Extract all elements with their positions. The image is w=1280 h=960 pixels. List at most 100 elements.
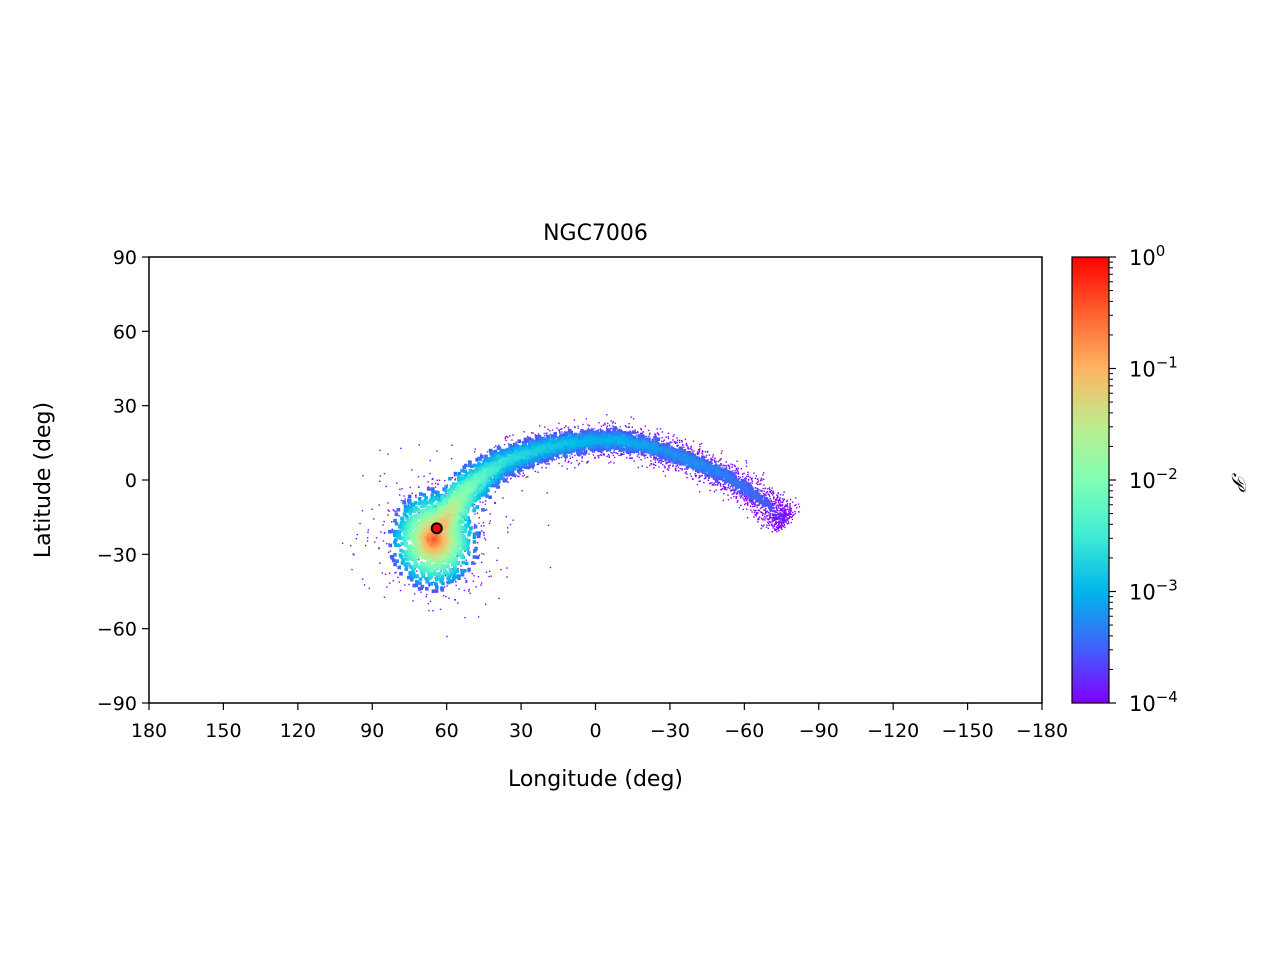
- scatter-point: [705, 456, 707, 458]
- scatter-point: [499, 449, 504, 453]
- scatter-point: [689, 464, 694, 469]
- scatter-point: [362, 474, 364, 477]
- scatter-point: [461, 476, 466, 480]
- scatter-point: [570, 437, 574, 442]
- scatter-point: [761, 500, 766, 504]
- scatter-point: [568, 432, 570, 434]
- scatter-point: [769, 516, 772, 519]
- scatter-point: [780, 504, 783, 507]
- scatter-point: [589, 437, 594, 441]
- scatter-point: [476, 494, 480, 499]
- scatter-point: [613, 436, 617, 440]
- scatter-point: [744, 502, 747, 505]
- scatter-point: [561, 465, 563, 467]
- scatter-point: [764, 497, 768, 502]
- scatter-point: [774, 528, 776, 530]
- scatter-point: [577, 425, 579, 427]
- scatter-point: [421, 500, 426, 504]
- scatter-point: [463, 589, 466, 592]
- scatter-point: [465, 559, 467, 561]
- scatter-point: [787, 514, 790, 517]
- scatter-point: [379, 475, 382, 477]
- scatter-point: [771, 503, 773, 506]
- scatter-point: [731, 464, 734, 466]
- scatter-point: [742, 497, 744, 499]
- scatter-point: [478, 456, 480, 458]
- scatter-point: [777, 492, 780, 495]
- scatter-point: [787, 506, 789, 508]
- scatter-point: [549, 430, 551, 432]
- scatter-point: [782, 521, 785, 524]
- scatter-point: [706, 450, 709, 453]
- scatter-point: [721, 466, 724, 469]
- scatter-point: [497, 469, 501, 473]
- scatter-point: [482, 531, 485, 534]
- scatter-point: [778, 513, 780, 515]
- scatter-point: [715, 460, 718, 463]
- scatter-point: [745, 495, 747, 498]
- scatter-point: [746, 516, 749, 519]
- scatter-point: [600, 435, 604, 440]
- scatter-point: [455, 489, 460, 494]
- scatter-point: [505, 439, 507, 442]
- scatter-point: [622, 441, 626, 445]
- scatter-point: [777, 507, 780, 509]
- scatter-point: [776, 508, 778, 511]
- scatter-point: [400, 561, 405, 565]
- scatter-point: [742, 481, 747, 486]
- scatter-point: [484, 454, 488, 459]
- scatter-point: [461, 560, 465, 565]
- scatter-point: [492, 461, 497, 466]
- scatter-point: [480, 525, 482, 527]
- scatter-point: [484, 539, 487, 541]
- scatter-point: [456, 560, 461, 565]
- scatter-point: [424, 566, 429, 570]
- scatter-point: [775, 529, 777, 531]
- scatter-point: [753, 511, 756, 514]
- scatter-point: [585, 418, 588, 420]
- scatter-point: [622, 434, 626, 438]
- scatter-point: [735, 488, 737, 491]
- scatter-point: [530, 453, 535, 458]
- scatter-point: [758, 510, 760, 512]
- scatter-point: [403, 539, 407, 544]
- scatter-point: [740, 468, 742, 470]
- scatter-point: [615, 452, 618, 454]
- scatter-point: [733, 496, 735, 498]
- scatter-point: [490, 468, 495, 473]
- scatter-point: [512, 446, 516, 451]
- scatter-point: [690, 445, 693, 448]
- scatter-point: [763, 496, 765, 498]
- scatter-point: [744, 487, 749, 492]
- scatter-point: [652, 438, 654, 441]
- scatter-point: [756, 478, 759, 480]
- scatter-point: [777, 514, 780, 516]
- scatter-point: [753, 472, 755, 474]
- scatter-point: [620, 454, 623, 456]
- scatter-point: [528, 443, 533, 448]
- scatter-point: [786, 518, 789, 521]
- scatter-point: [457, 567, 459, 570]
- scatter-point: [549, 566, 552, 569]
- scatter-point: [463, 529, 468, 534]
- scatter-point: [428, 584, 431, 586]
- scatter-point: [772, 507, 774, 510]
- scatter-point: [435, 502, 440, 506]
- scatter-point: [700, 461, 705, 465]
- scatter-point: [461, 537, 466, 541]
- scatter-point: [449, 570, 454, 575]
- scatter-point: [701, 474, 704, 477]
- scatter-point: [723, 488, 726, 491]
- scatter-point: [497, 547, 499, 549]
- scatter-point: [474, 513, 476, 515]
- scatter-point: [789, 511, 791, 514]
- scatter-point: [519, 459, 523, 463]
- scatter-point: [473, 503, 476, 506]
- scatter-point: [648, 433, 651, 436]
- scatter-point: [786, 500, 788, 503]
- scatter-point: [612, 430, 617, 435]
- scatter-point: [786, 523, 788, 525]
- scatter-point: [637, 466, 640, 469]
- scatter-point: [611, 443, 616, 448]
- scatter-point: [727, 464, 729, 466]
